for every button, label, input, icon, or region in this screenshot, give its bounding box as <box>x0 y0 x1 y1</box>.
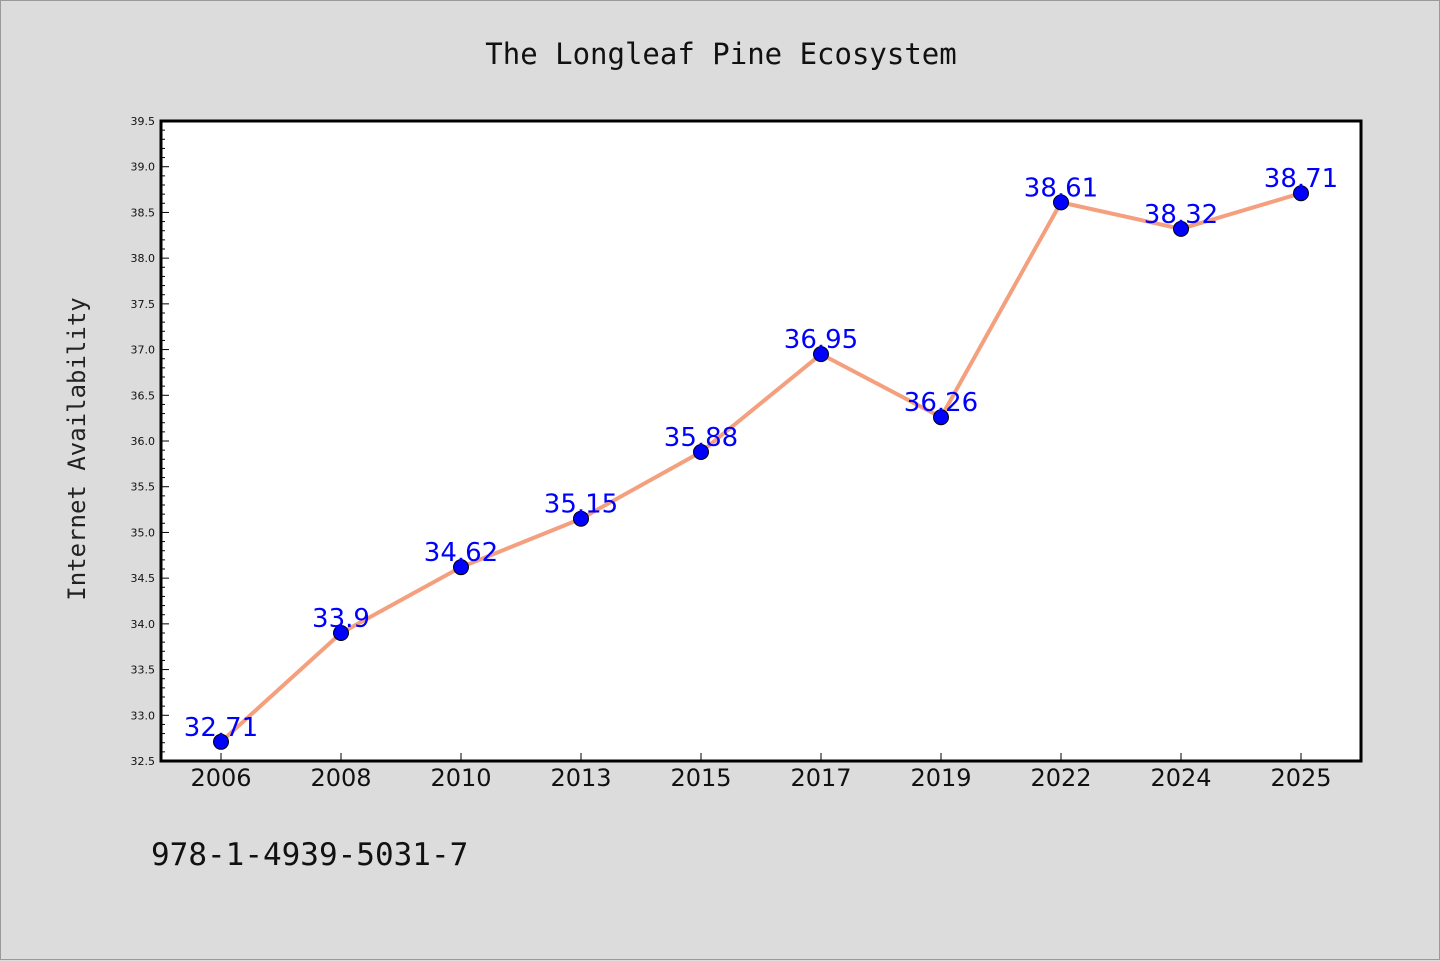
y-tick-label: 33.5 <box>131 664 156 677</box>
data-point <box>573 510 589 527</box>
y-axis: 32.5 33.0 33.5 34.0 34.5 35.0 35.5 36.0 36.5 37.0… <box>131 115 169 768</box>
y-tick-label: 33.0 <box>131 709 156 722</box>
data-label: 36.95 <box>784 325 858 355</box>
x-tick-label: 2017 <box>790 764 851 792</box>
plot-area <box>161 121 1361 761</box>
y-tick-label: 35.0 <box>131 526 156 539</box>
x-tick-label: 2013 <box>550 764 611 792</box>
data-label: 38.61 <box>1024 173 1098 203</box>
y-tick-label: 34.5 <box>131 572 156 585</box>
chart-title: The Longleaf Pine Ecosystem <box>485 37 956 71</box>
data-label: 38.32 <box>1144 200 1218 230</box>
data-label: 33.9 <box>312 604 370 634</box>
data-point <box>1053 194 1069 211</box>
data-point <box>1293 185 1309 202</box>
y-tick-label: 36.5 <box>131 389 156 402</box>
x-tick-label: 2024 <box>1150 764 1211 792</box>
y-tick-label: 38.5 <box>131 206 156 219</box>
x-tick-label: 2008 <box>310 764 371 792</box>
x-tick-label: 2019 <box>910 764 971 792</box>
data-point <box>453 559 469 576</box>
data-point <box>213 733 229 750</box>
data-point <box>1173 220 1189 237</box>
x-tick-label: 2025 <box>1270 764 1331 792</box>
data-point <box>813 346 829 363</box>
data-label: 36.26 <box>904 388 978 418</box>
series-group <box>213 185 1309 750</box>
x-tick-label: 2006 <box>190 764 251 792</box>
plot-border <box>159 119 1363 763</box>
x-tick-label: 2022 <box>1030 764 1091 792</box>
data-label: 38.71 <box>1264 164 1338 194</box>
y-tick-label: 38.0 <box>131 252 156 265</box>
data-point <box>693 443 709 460</box>
y-tick-label: 37.5 <box>131 298 156 311</box>
y-tick-label: 32.5 <box>131 755 156 768</box>
y-tick-label: 36.0 <box>131 435 156 448</box>
data-label: 32.71 <box>184 713 258 743</box>
data-label: 34.62 <box>424 538 498 568</box>
y-tick-label: 37.0 <box>131 344 156 357</box>
data-label: 35.88 <box>664 423 738 453</box>
y-tick-label: 35.5 <box>131 481 156 494</box>
series-line <box>219 191 1302 744</box>
data-labels: 32.71 33.9 34.62 35.15 35.88 36.95 36.26 38.61 3… <box>184 164 1338 743</box>
data-point <box>333 625 349 641</box>
y-axis-label: Internet Availability <box>63 297 91 600</box>
y-tick-label: 39.0 <box>131 161 156 174</box>
data-label: 35.15 <box>544 490 618 520</box>
y-tick-label: 39.5 <box>131 115 156 128</box>
footer-isbn: 978-1-4939-5031-7 <box>151 837 468 873</box>
y-tick-label: 34.0 <box>131 618 156 631</box>
x-tick-label: 2010 <box>430 764 491 792</box>
x-tick-label: 2015 <box>670 764 731 792</box>
x-axis: 2006 2008 2010 2013 2015 2017 2019 2022 2024 2025 <box>190 753 1332 792</box>
data-point <box>933 409 949 426</box>
